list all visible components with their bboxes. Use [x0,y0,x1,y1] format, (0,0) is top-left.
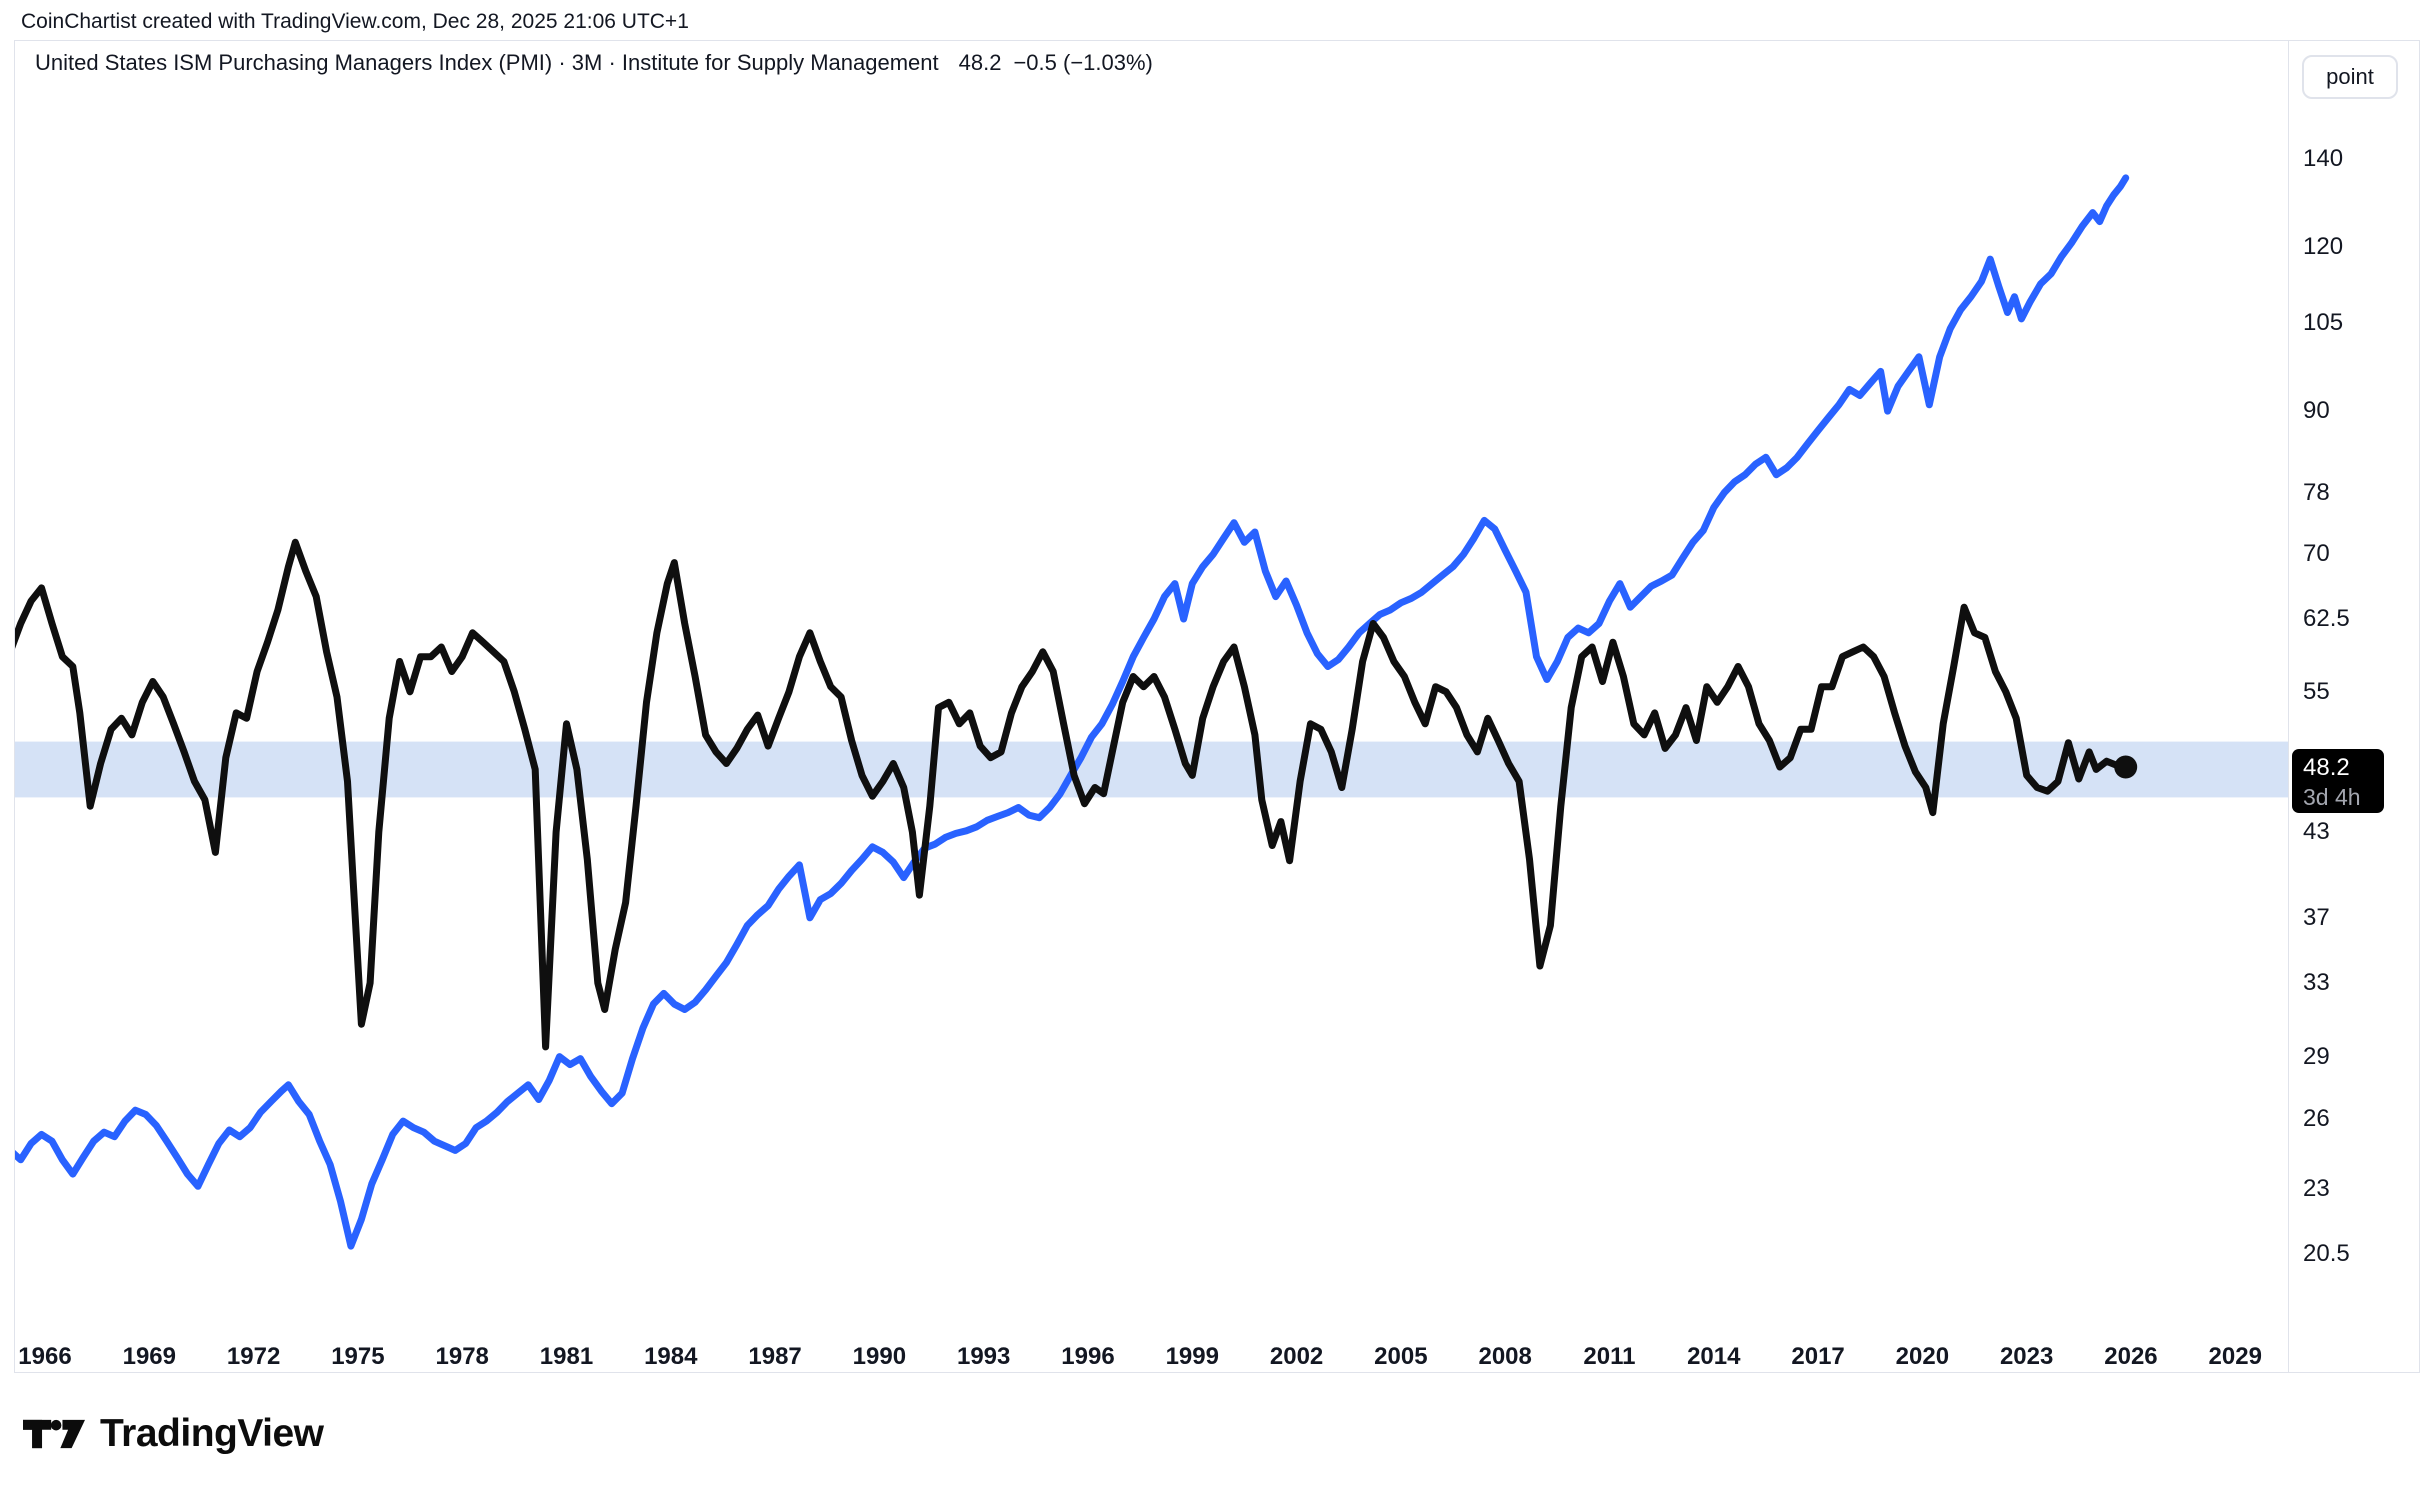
attribution-text: CoinChartist created with TradingView.co… [21,10,689,33]
time-tick-label: 2017 [1791,1343,1845,1370]
time-tick-label: 1978 [435,1343,489,1370]
last-price-value: 48.2 [2303,754,2350,782]
time-tick-label: 2008 [1478,1343,1532,1370]
threshold-band[interactable] [15,741,2288,798]
chart-legend[interactable]: United States ISM Purchasing Managers In… [35,50,1153,76]
time-tick-label: 2029 [2208,1343,2262,1370]
price-tick-label: 26 [2303,1104,2330,1132]
time-tick-label: 1996 [1061,1343,1115,1370]
time-tick-label: 2023 [1999,1343,2054,1370]
last-price-label: 48.2 3d 4h [2292,749,2384,814]
time-tick-label: 2020 [1895,1343,1950,1370]
chart-container: United States ISM Purchasing Managers In… [14,40,2420,1373]
tradingview-logo-icon [23,1419,85,1449]
time-tick-label: 1990 [852,1343,907,1370]
tradingview-wordmark: TradingView [100,1412,324,1455]
price-tick-label: 105 [2303,309,2344,337]
price-chart-plot[interactable] [15,41,2288,1335]
time-tick-label: 1972 [226,1343,281,1370]
pmi-series-line[interactable] [15,538,2130,1051]
price-tick-label: 37 [2303,903,2330,931]
time-tick-label: 1984 [644,1343,698,1370]
time-tick-label: 1966 [18,1343,72,1370]
price-tick-label: 70 [2303,540,2330,568]
symbol-title[interactable]: United States ISM Purchasing Managers In… [35,50,939,75]
time-tick-label: 1993 [956,1343,1011,1370]
time-tick-label: 2005 [1374,1343,1428,1370]
time-tick-label: 1975 [331,1343,385,1370]
price-tick-label: 23 [2303,1174,2330,1202]
time-tick-label: 2011 [1583,1343,1636,1370]
last-value: 48.2 [958,50,1002,75]
time-axis[interactable]: 1966 1969 1972 1975 1978 1981 1984 1987 1990 1993… [15,1335,2287,1372]
price-tick-label: 78 [2303,478,2330,506]
price-axis[interactable]: point 140 120 105 90 78 70 62.5 55 43 37 33 29 26 23 2… [2288,41,2419,1372]
time-tick-label: 1969 [122,1343,176,1370]
price-tick-label: 90 [2303,397,2330,425]
price-tick-label: 140 [2303,145,2344,173]
bar-countdown: 3d 4h [2303,784,2361,811]
price-tick-label: 20.5 [2303,1240,2350,1268]
price-tick-label: 33 [2303,968,2330,996]
change-value: −0.5 (−1.03%) [1013,50,1153,75]
time-tick-label: 2002 [1269,1343,1324,1370]
time-tick-label: 1981 [539,1343,594,1370]
time-tick-label: 1999 [1165,1343,1219,1370]
price-tick-label: 120 [2303,233,2344,261]
time-tick-label: 2026 [2104,1343,2158,1370]
price-tick-label: 55 [2303,677,2330,705]
time-tick-label: 2014 [1687,1343,1741,1370]
time-tick-label: 1987 [748,1343,802,1370]
price-unit-button[interactable]: point [2302,55,2398,99]
price-tick-label: 43 [2303,818,2330,846]
footer-logo[interactable]: TradingView [23,1406,324,1462]
last-value-dot [2114,755,2138,779]
secondary-series-line[interactable] [15,174,2130,1250]
price-tick-label: 62.5 [2303,604,2350,632]
price-tick-label: 29 [2303,1042,2330,1070]
